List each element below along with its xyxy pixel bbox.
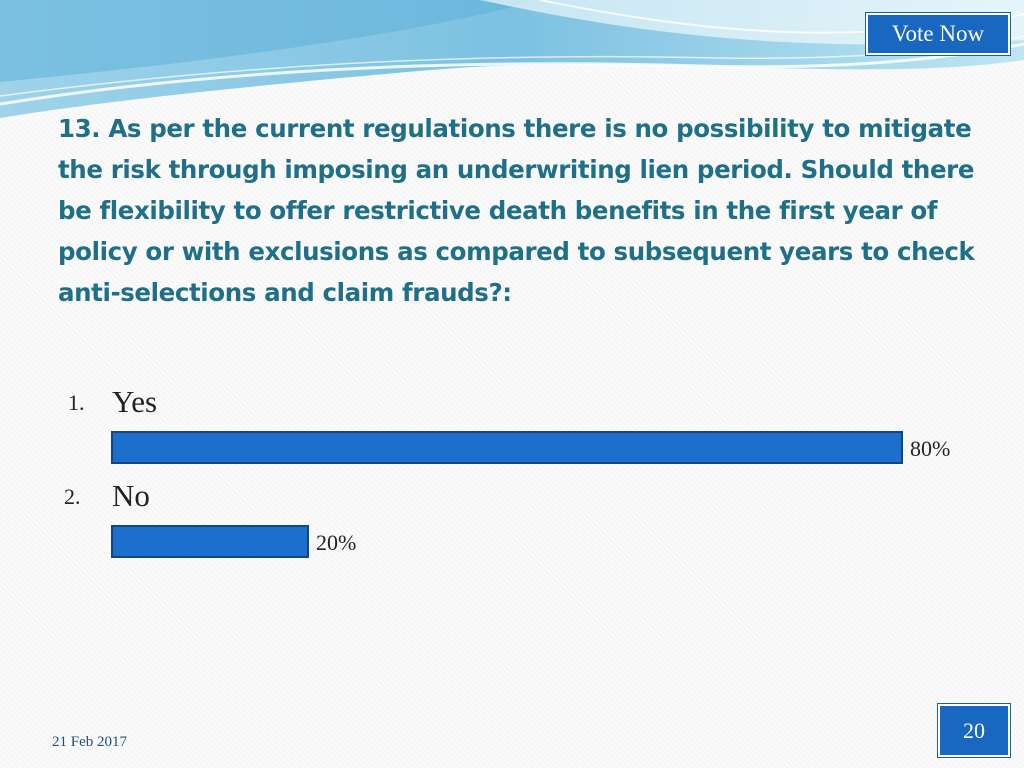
bar-no (111, 525, 309, 558)
option-number-2: 2. (64, 484, 81, 509)
question-text: 13. As per the current regulations there… (58, 114, 975, 307)
option-number-1: 1. (68, 390, 85, 415)
page-number-badge: 20 (938, 704, 1010, 757)
vote-now-button[interactable]: Vote Now (866, 13, 1010, 55)
value-label-yes: 80% (910, 436, 951, 461)
option-label-yes: Yes (112, 384, 158, 419)
bar-yes (111, 431, 903, 464)
header-wave-decoration (0, 0, 1024, 118)
option-label-no: No (112, 478, 150, 513)
footer-date: 21 Feb 2017 (52, 734, 127, 750)
value-label-no: 20% (316, 530, 357, 555)
